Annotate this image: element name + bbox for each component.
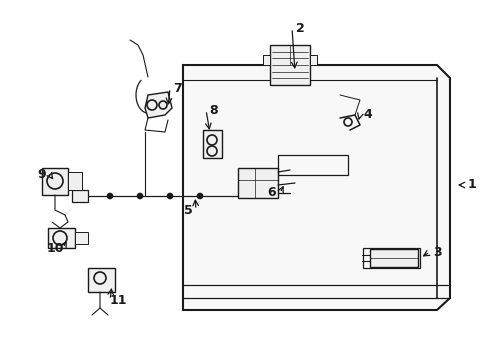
Text: 7: 7 <box>173 81 182 94</box>
Polygon shape <box>269 45 309 85</box>
Circle shape <box>137 193 142 199</box>
Circle shape <box>167 193 173 199</box>
Polygon shape <box>68 172 82 190</box>
Polygon shape <box>42 168 68 195</box>
Polygon shape <box>72 190 88 202</box>
Polygon shape <box>48 228 75 248</box>
Polygon shape <box>309 55 316 65</box>
Polygon shape <box>183 65 449 310</box>
Text: 5: 5 <box>183 203 192 216</box>
Polygon shape <box>263 55 269 65</box>
Polygon shape <box>145 92 172 118</box>
Text: 2: 2 <box>295 22 304 35</box>
Text: 8: 8 <box>209 104 218 117</box>
Text: 10: 10 <box>46 242 63 255</box>
Text: 9: 9 <box>38 168 46 181</box>
Polygon shape <box>88 268 115 292</box>
Text: 3: 3 <box>433 246 442 258</box>
Circle shape <box>107 193 113 199</box>
Polygon shape <box>369 249 417 267</box>
Polygon shape <box>203 130 222 158</box>
Text: 1: 1 <box>467 179 475 192</box>
Polygon shape <box>238 168 278 198</box>
Polygon shape <box>75 232 88 244</box>
Text: 6: 6 <box>267 186 276 199</box>
Text: 11: 11 <box>109 293 126 306</box>
Circle shape <box>197 193 203 199</box>
Text: 4: 4 <box>363 108 372 122</box>
